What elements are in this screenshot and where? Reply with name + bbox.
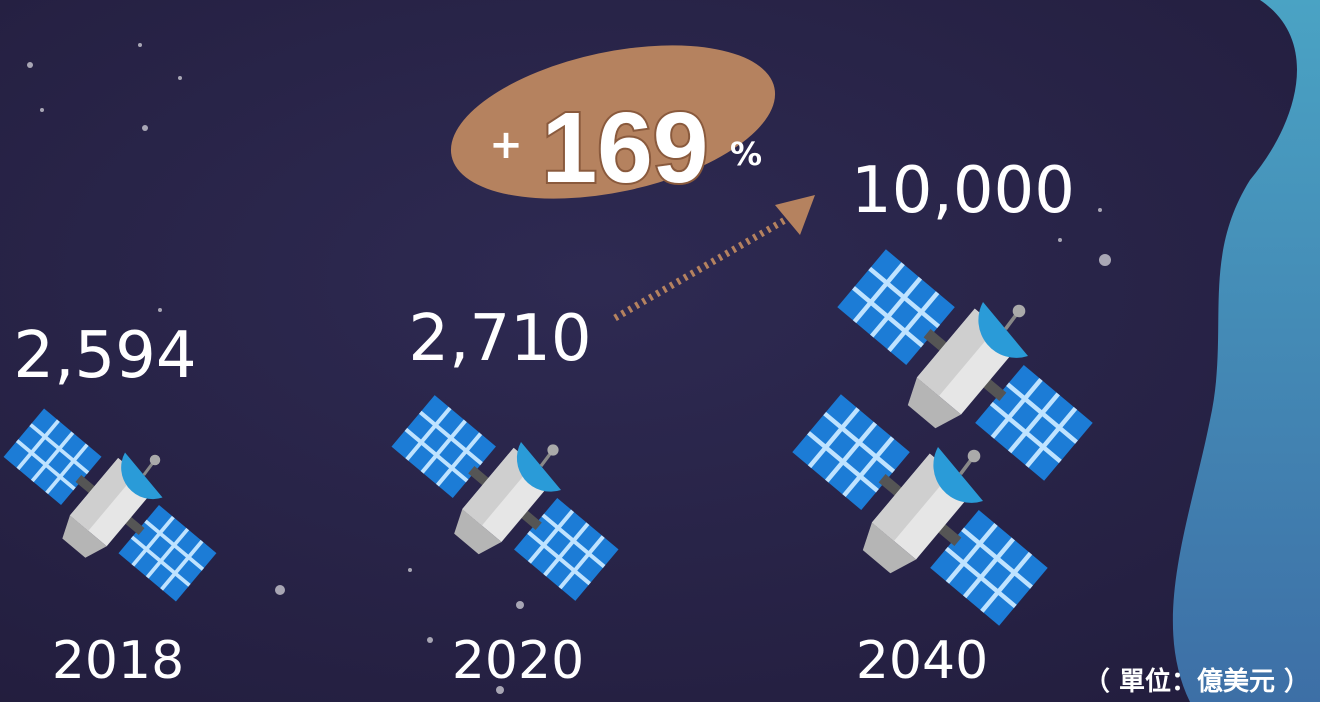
year-label: 2040 bbox=[856, 631, 988, 691]
value-label: 10,000 bbox=[851, 154, 1075, 228]
value-label: 2,594 bbox=[13, 319, 196, 393]
year-label: 2018 bbox=[52, 631, 184, 691]
growth-unit: % bbox=[730, 135, 762, 173]
infographic: + 169 % 2,594 2,710 10,000 2018 2020 204… bbox=[0, 0, 1320, 702]
growth-number: 169 bbox=[542, 92, 709, 204]
value-label: 2,710 bbox=[408, 302, 591, 376]
unit-note: （ 單位：億美元 ） bbox=[1084, 666, 1310, 697]
growth-sign: + bbox=[489, 122, 523, 168]
year-label: 2020 bbox=[452, 631, 584, 691]
